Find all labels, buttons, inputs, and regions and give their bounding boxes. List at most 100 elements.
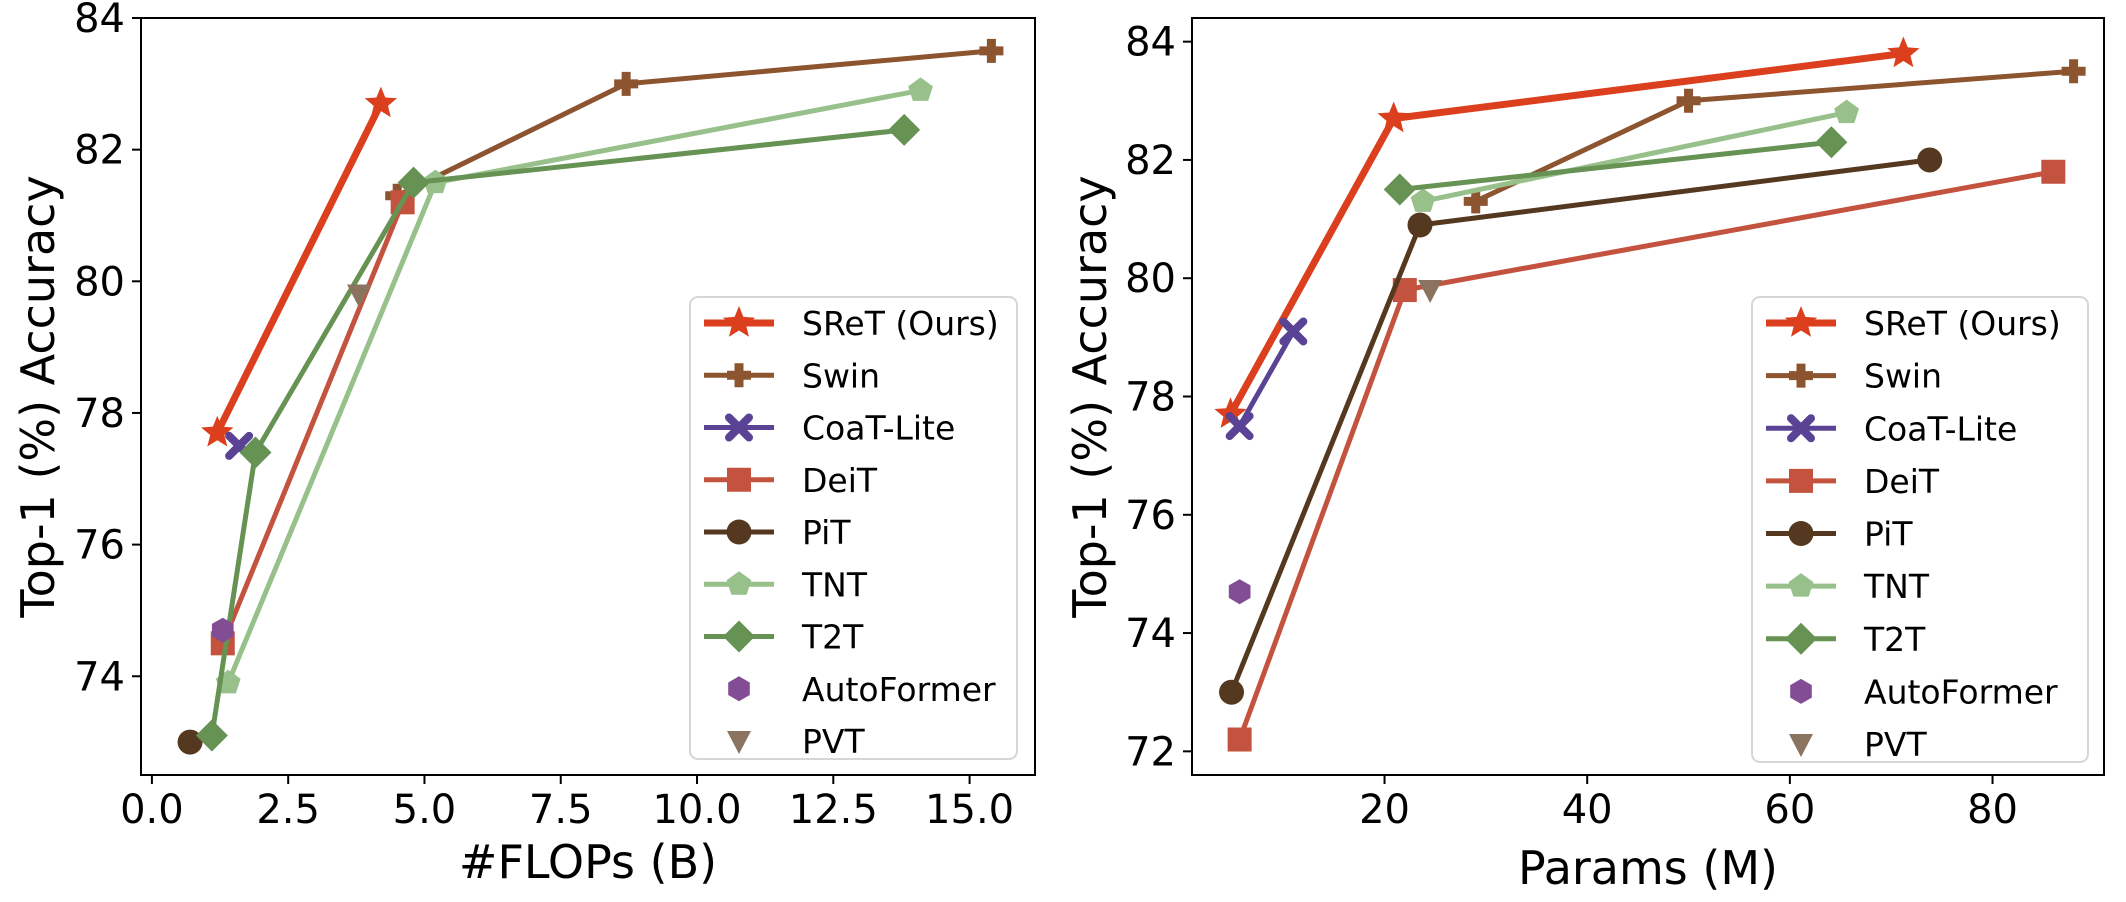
x-tick-label: 2.5 [256, 787, 320, 833]
data-point-coat [1225, 412, 1254, 441]
legend-marker-autoformer [728, 676, 750, 702]
legend-label-pit: PiT [1864, 515, 1913, 554]
legend-label-tnt: TNT [1863, 567, 1930, 606]
data-point-deit [2041, 159, 2066, 184]
data-point-swin [1463, 189, 1488, 214]
legend-label-coat: CoaT-Lite [1864, 409, 2017, 448]
legend: SReT (Ours) Swin CoaT-Lite DeiT PiT TNT T2T Aut… [689, 296, 1018, 761]
x-tick-label: 7.5 [529, 787, 593, 833]
x-axis-title: Params (M) [1518, 841, 1778, 895]
series-autoformer [1228, 579, 1251, 605]
legend-marker-deit [1789, 468, 1813, 493]
x-tick-label: 40 [1562, 787, 1613, 833]
data-point-pit [1219, 679, 1245, 705]
data-point-tnt [1834, 99, 1859, 124]
series-pvt [1418, 280, 1443, 304]
series-line-t2t [209, 127, 905, 736]
data-point-autoformer [211, 617, 234, 643]
legend-label-autoformer: AutoFormer [802, 670, 996, 709]
y-tick-label: 78 [74, 391, 125, 437]
x-tick-label: 15.0 [925, 787, 1014, 833]
axes-frame [1191, 17, 2105, 776]
data-point-tnt [908, 77, 933, 101]
y-tick-label: 82 [1125, 138, 1176, 184]
data-point-t2t [195, 719, 228, 752]
data-point-pit [1917, 147, 1943, 173]
plot-area [1214, 36, 2086, 752]
legend-marker-pit [1788, 521, 1814, 546]
legend-label-sret: SReT (Ours) [802, 304, 999, 343]
data-point-autoformer [1228, 579, 1251, 605]
legend-marker-tnt [726, 571, 752, 595]
legend-label-t2t: T2T [1863, 620, 1926, 659]
y-axis-title: Top-1 (%) Accuracy [1063, 175, 1117, 618]
data-point-sret [1377, 101, 1410, 133]
data-point-t2t [1383, 173, 1416, 206]
series-t2t [195, 113, 921, 752]
plot-area [177, 38, 1004, 755]
legend-marker-t2t [723, 620, 755, 653]
x-tick-label: 80 [1967, 787, 2018, 833]
data-point-swin [979, 38, 1004, 63]
legend-label-t2t: T2T [801, 618, 864, 657]
series-coat [1225, 317, 1308, 441]
data-point-deit [1227, 727, 1252, 752]
series-line-sret [214, 102, 385, 435]
legend-label-pvt: PVT [802, 722, 865, 761]
legend-label-pvt: PVT [1864, 725, 1927, 764]
data-point-pit [1407, 212, 1433, 238]
legend-marker-pvt [1789, 734, 1813, 757]
series-line-deit [220, 201, 406, 645]
legend-marker-pvt [727, 731, 751, 754]
data-point-t2t [1815, 126, 1848, 159]
y-axis-title: Top-1 (%) Accuracy [11, 175, 65, 618]
legend-label-pit: PiT [802, 513, 851, 552]
series-autoformer [211, 617, 234, 643]
x-tick-label: 60 [1764, 787, 1815, 833]
y-tick-label: 76 [1125, 493, 1176, 539]
chart-2: 20 40 60 80 72 74 76 78 80 82 84 Params (M) Top-1 (%… [1063, 17, 2105, 895]
series-line-coat [1237, 330, 1296, 428]
data-point-swin [2061, 59, 2086, 84]
legend-box [689, 296, 1018, 760]
series-swin [1463, 59, 2086, 214]
legend-marker-sret [722, 306, 756, 337]
y-tick-label: 84 [1125, 20, 1176, 66]
series-t2t [1383, 126, 1848, 206]
legend-box [1751, 296, 2089, 763]
series-sret [201, 86, 397, 447]
legend-label-sret: SReT (Ours) [1864, 304, 2061, 343]
series-line-tnt [1422, 110, 1848, 204]
legend-marker-swin [727, 363, 751, 388]
data-point-pvt [347, 284, 372, 308]
legend: SReT (Ours) Swin CoaT-Lite DeiT PiT TNT T2T Aut… [1751, 296, 2089, 764]
legend-marker-t2t [1785, 622, 1817, 655]
x-axis-title: #FLOPs (B) [459, 835, 717, 889]
series-deit [210, 190, 415, 656]
y-tick-label: 72 [1125, 729, 1176, 775]
legend-marker-deit [727, 467, 751, 492]
data-point-t2t [397, 166, 430, 199]
legend-marker-tnt [1788, 573, 1814, 597]
legend-label-deit: DeiT [1864, 462, 1940, 501]
series-line-t2t [1399, 139, 1832, 192]
series-pvt [347, 284, 372, 308]
y-tick-label: 80 [1125, 256, 1176, 302]
chart-1: 0.0 2.5 5.0 7.5 10.0 12.5 15.0 74 76 78 80 82 84 #FLO… [11, 0, 1036, 889]
y-tick-label: 80 [74, 259, 125, 305]
y-tick-label: 82 [74, 128, 125, 174]
y-tick-label: 78 [1125, 375, 1176, 421]
series-tnt [1410, 99, 1859, 212]
data-point-t2t [239, 436, 272, 469]
y-tick-label: 76 [74, 523, 125, 569]
legend-label-autoformer: AutoFormer [1864, 672, 2058, 711]
x-tick-label: 20 [1359, 787, 1410, 833]
x-tick-label: 0.0 [120, 787, 184, 833]
data-point-sret [1887, 36, 1920, 68]
y-tick-label: 84 [74, 0, 125, 42]
data-point-pvt [1418, 280, 1443, 304]
x-tick-label: 10.0 [652, 787, 741, 833]
legend-marker-autoformer [1790, 678, 1812, 704]
legend-label-swin: Swin [1864, 357, 1942, 396]
y-tick-label: 74 [74, 654, 125, 700]
